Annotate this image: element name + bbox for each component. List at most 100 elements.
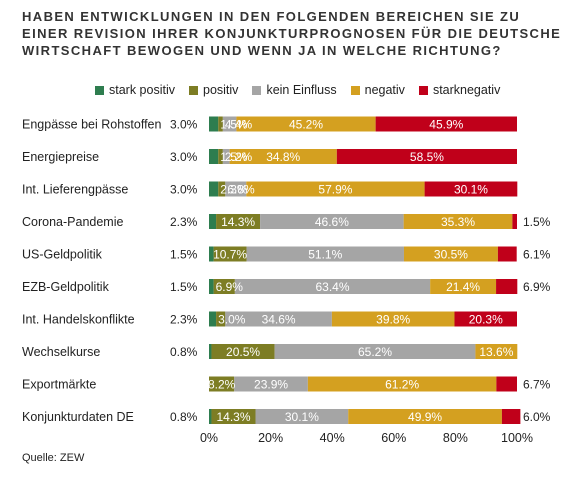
bar-segment bbox=[216, 311, 226, 327]
bar-segment bbox=[375, 116, 517, 132]
legend-item: positiv bbox=[189, 83, 238, 97]
bar-segment bbox=[497, 246, 517, 262]
data-label: 34.8% bbox=[266, 150, 300, 164]
bar-segment bbox=[496, 376, 517, 392]
category-label: Int. Handelskonflikte bbox=[22, 313, 135, 327]
bar-segment bbox=[209, 344, 212, 359]
source-note: Quelle: ZEW bbox=[22, 452, 85, 464]
legend-item: starknegativ bbox=[418, 83, 501, 97]
bar-segment bbox=[307, 376, 497, 392]
bar-segment bbox=[274, 344, 476, 359]
bar-segment bbox=[225, 181, 247, 197]
legend-item: negativ bbox=[350, 83, 405, 97]
bar-segment bbox=[211, 409, 256, 424]
bar-segment bbox=[218, 116, 223, 132]
bar-segment bbox=[209, 409, 212, 424]
legend-label: starknegativ bbox=[432, 83, 501, 97]
bar-segment bbox=[218, 181, 226, 197]
legend-swatch bbox=[95, 85, 104, 95]
data-label: 63.4% bbox=[315, 280, 349, 294]
data-label: 14.3% bbox=[221, 215, 255, 229]
chart-title-line: EINER REVISION IHRER KONJUNKTURPROGNOSEN… bbox=[22, 26, 562, 41]
data-label: 35.3% bbox=[441, 215, 475, 229]
data-label: 4.4% bbox=[225, 118, 253, 132]
x-tick-label: 20% bbox=[258, 431, 283, 445]
data-label: 23.9% bbox=[254, 378, 288, 392]
x-tick-label: 100% bbox=[501, 431, 533, 445]
bar-segment bbox=[430, 279, 497, 294]
data-label: 8.2% bbox=[208, 378, 236, 392]
bar-segment bbox=[512, 214, 517, 229]
data-label: 2.3% bbox=[220, 183, 248, 197]
bar-segment bbox=[222, 116, 237, 132]
bar-segment bbox=[234, 376, 308, 392]
legend-swatch bbox=[350, 85, 360, 95]
bar-segment bbox=[336, 149, 517, 164]
data-label: 20.3% bbox=[469, 313, 503, 327]
bar-segment bbox=[213, 279, 235, 294]
data-label: 34.6% bbox=[262, 313, 296, 327]
bar-segment bbox=[403, 246, 498, 262]
category-label: Wechselkurse bbox=[22, 345, 100, 359]
legend-swatch bbox=[189, 85, 198, 95]
x-tick-label: 60% bbox=[381, 431, 406, 445]
data-label: 3.0% bbox=[170, 150, 198, 164]
bar-segment bbox=[236, 116, 376, 132]
legend-item: stark positiv bbox=[95, 83, 175, 97]
bar-segment bbox=[454, 311, 517, 327]
bar-segment bbox=[225, 311, 332, 327]
data-label: 58.5% bbox=[410, 150, 444, 164]
data-label: 6.0% bbox=[523, 410, 551, 424]
data-label: 51.1% bbox=[308, 248, 342, 262]
data-label: 49.9% bbox=[408, 410, 442, 424]
legend-item: kein Einfluss bbox=[252, 83, 337, 97]
chart-title-line: HABEN ENTWICKLUNGEN IN DEN FOLGENDEN BER… bbox=[22, 9, 521, 24]
data-label: 1.5% bbox=[523, 215, 551, 229]
data-label: 61.2% bbox=[385, 378, 419, 392]
data-label: 6.9% bbox=[523, 280, 551, 294]
bar-segment bbox=[209, 149, 219, 164]
data-label: 57.9% bbox=[318, 183, 352, 197]
bar-segment bbox=[246, 181, 425, 197]
category-label: Energiepreise bbox=[22, 150, 99, 164]
x-tick-label: 0% bbox=[200, 431, 218, 445]
bar-segment bbox=[496, 279, 518, 294]
bar-segment bbox=[234, 279, 431, 294]
data-label: 10.7% bbox=[213, 248, 247, 262]
bar-segment bbox=[209, 311, 217, 327]
data-label: 30.1% bbox=[454, 183, 488, 197]
legend-swatch bbox=[252, 85, 262, 95]
data-label: 1.5% bbox=[170, 280, 198, 294]
data-label: 30.1% bbox=[285, 410, 319, 424]
chart-legend: stark positiv positiv kein Einfluss negativ… bbox=[95, 82, 500, 98]
category-label: Engpässe bei Rohstoffen bbox=[22, 118, 162, 132]
data-label: 6.9% bbox=[216, 280, 244, 294]
data-label: 30.5% bbox=[434, 248, 468, 262]
data-label: 1.5% bbox=[220, 118, 248, 132]
legend-swatch bbox=[418, 85, 428, 95]
bar-segment bbox=[209, 279, 214, 294]
legend-label: negativ bbox=[364, 83, 405, 97]
data-label: 2.3% bbox=[170, 215, 198, 229]
bar-segment bbox=[222, 149, 230, 164]
bar-segment bbox=[209, 246, 214, 262]
data-label: 6.8% bbox=[227, 183, 255, 197]
data-label: 3.0% bbox=[218, 313, 246, 327]
bar-segment bbox=[209, 181, 219, 197]
bar-segment bbox=[331, 311, 455, 327]
bar-segment bbox=[246, 246, 404, 262]
data-label: 39.8% bbox=[376, 313, 410, 327]
legend-label: positiv bbox=[203, 83, 239, 97]
bar-segment bbox=[403, 214, 513, 229]
category-label: US-Geldpolitik bbox=[22, 248, 103, 262]
legend-label: stark positiv bbox=[109, 83, 175, 97]
data-label: 20.5% bbox=[226, 345, 260, 359]
bar-segment bbox=[209, 116, 219, 132]
bar-segment bbox=[211, 344, 275, 359]
bar-segment bbox=[229, 149, 337, 164]
data-label: 46.6% bbox=[315, 215, 349, 229]
data-label: 13.6% bbox=[479, 345, 513, 359]
legend-label: kein Einfluss bbox=[266, 83, 337, 97]
bar-segment bbox=[475, 344, 518, 359]
